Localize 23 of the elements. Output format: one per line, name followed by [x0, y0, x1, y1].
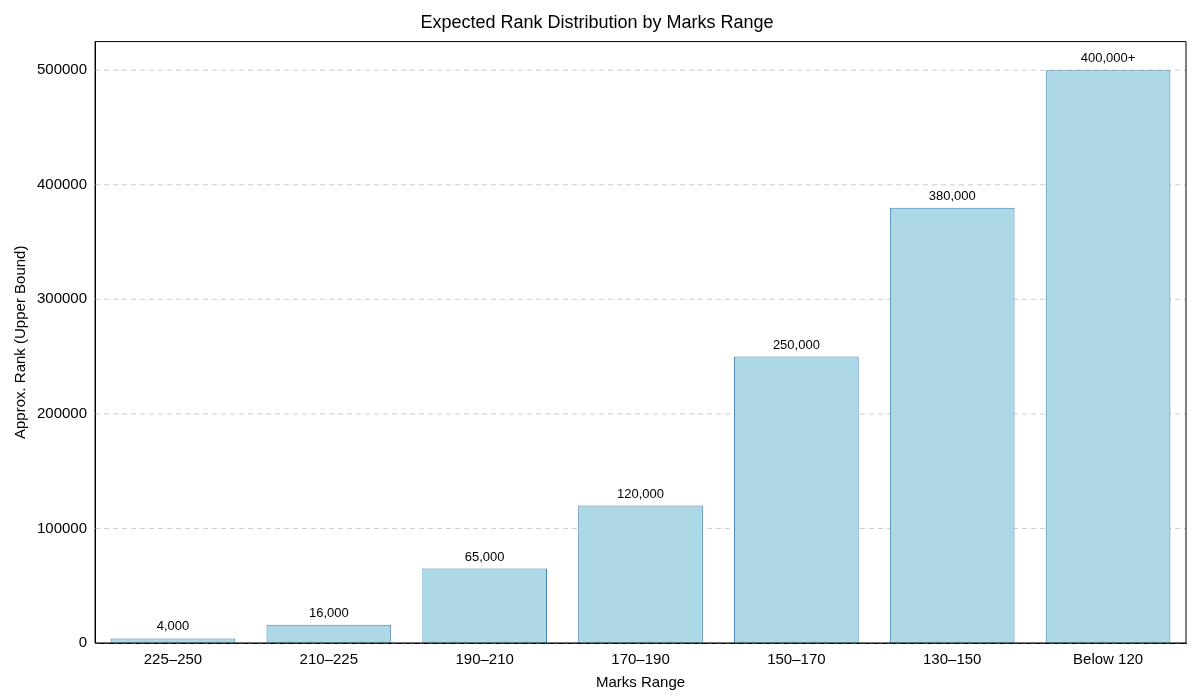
x-tick-label: 150–170 [767, 650, 826, 668]
y-tick-label: 400000 [36, 174, 88, 192]
data-label: 250,000 [772, 336, 820, 352]
chart-title: Expected Rank Distribution by Marks Range [420, 11, 774, 32]
data-label: 65,000 [464, 548, 505, 564]
x-tick-label: Below 120 [1073, 650, 1144, 668]
y-tick-label: 500000 [36, 60, 88, 78]
x-tick-label: 170–190 [611, 650, 670, 668]
data-label: 120,000 [617, 485, 665, 501]
y-tick-label: 100000 [36, 518, 88, 536]
x-tick-label: 225–250 [143, 650, 203, 668]
data-label: 16,000 [308, 604, 349, 620]
data-label: 400,000+ [1080, 50, 1136, 66]
x-tick-label: 190–210 [455, 650, 514, 668]
y-axis-title: Approx. Rank (Upper Bound) [11, 245, 29, 440]
data-label: 4,000 [156, 618, 190, 634]
y-tick-label: 200000 [36, 404, 88, 422]
x-axis-title: Marks Range [595, 673, 686, 691]
data-label: 380,000 [928, 187, 976, 203]
x-tick-label: 130–150 [923, 650, 982, 668]
x-tick-label: 210–225 [299, 650, 359, 668]
y-tick-label: 0 [78, 633, 88, 651]
y-tick-label: 300000 [36, 289, 88, 307]
